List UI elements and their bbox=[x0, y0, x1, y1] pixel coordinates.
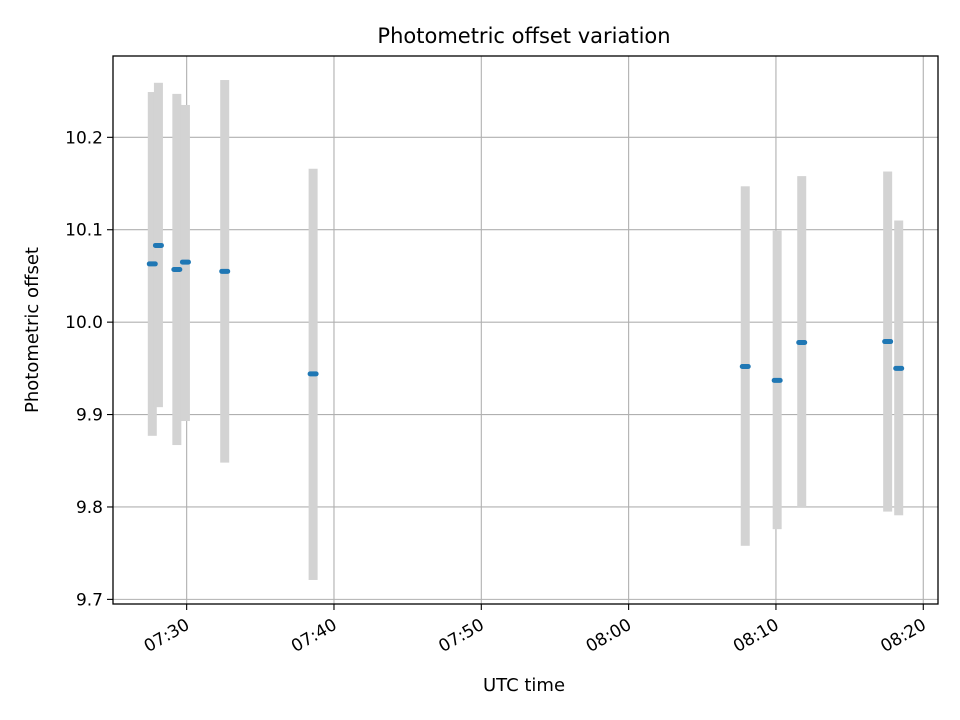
y-tick-label: 9.8 bbox=[76, 498, 103, 518]
data-point bbox=[796, 339, 808, 345]
data-point bbox=[171, 266, 183, 272]
x-tick-label: 08:10 bbox=[730, 615, 782, 657]
y-tick-label: 10.0 bbox=[65, 313, 103, 333]
y-axis: 9.7 9.8 9.9 10.0 10.1 10.2 bbox=[65, 128, 113, 610]
markers bbox=[146, 242, 905, 383]
data-point bbox=[739, 364, 751, 370]
errorbars bbox=[147, 80, 904, 580]
data-point bbox=[179, 259, 191, 265]
chart-title: Photometric offset variation bbox=[377, 24, 670, 48]
data-point bbox=[893, 365, 905, 371]
data-point bbox=[152, 242, 164, 248]
y-tick-label: 10.2 bbox=[65, 128, 103, 148]
plot-frame bbox=[112, 55, 939, 605]
y-axis-label: Photometric offset bbox=[22, 247, 43, 413]
y-tick-label: 9.9 bbox=[76, 406, 103, 426]
y-tick-label: 10.1 bbox=[65, 221, 103, 241]
grid bbox=[113, 56, 938, 604]
x-tick-label: 07:40 bbox=[288, 615, 340, 657]
x-tick-label: 07:30 bbox=[141, 615, 193, 657]
data-point bbox=[771, 377, 783, 383]
x-tick-label: 07:50 bbox=[435, 615, 487, 657]
data-point bbox=[882, 339, 894, 345]
x-tick-label: 08:20 bbox=[877, 615, 929, 657]
x-tick-label: 08:00 bbox=[583, 615, 635, 657]
x-axis: 07:30 07:40 07:50 08:00 08:10 08:20 bbox=[141, 604, 930, 657]
data-point bbox=[219, 268, 231, 274]
x-axis-label: UTC time bbox=[483, 675, 565, 696]
y-tick-label: 9.7 bbox=[76, 590, 103, 610]
data-point bbox=[146, 261, 158, 267]
data-point bbox=[307, 371, 319, 377]
